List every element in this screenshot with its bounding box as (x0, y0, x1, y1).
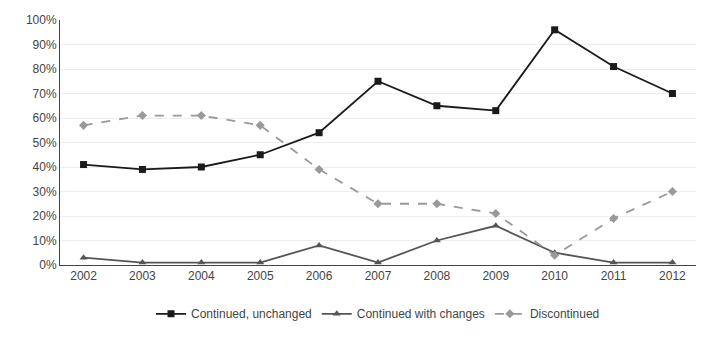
svg-text:90%: 90% (33, 38, 57, 52)
svg-text:2010: 2010 (541, 269, 568, 283)
svg-text:2002: 2002 (70, 269, 97, 283)
svg-text:80%: 80% (33, 62, 57, 76)
svg-text:50%: 50% (33, 136, 57, 150)
svg-text:2003: 2003 (129, 269, 156, 283)
svg-text:40%: 40% (33, 160, 57, 174)
svg-text:70%: 70% (33, 87, 57, 101)
svg-text:2009: 2009 (482, 269, 509, 283)
svg-text:2007: 2007 (365, 269, 392, 283)
svg-text:Continued with changes: Continued with changes (357, 307, 485, 321)
svg-text:2008: 2008 (424, 269, 451, 283)
svg-text:2005: 2005 (247, 269, 274, 283)
svg-text:100%: 100% (26, 13, 57, 27)
svg-text:2006: 2006 (306, 269, 333, 283)
svg-text:2004: 2004 (188, 269, 215, 283)
svg-text:2011: 2011 (601, 269, 627, 283)
svg-text:Continued, unchanged: Continued, unchanged (191, 307, 312, 321)
svg-text:Discontinued: Discontinued (530, 307, 599, 321)
svg-text:30%: 30% (33, 185, 57, 199)
svg-text:0%: 0% (39, 258, 57, 272)
svg-text:60%: 60% (33, 111, 57, 125)
svg-text:20%: 20% (33, 209, 57, 223)
svg-text:2012: 2012 (659, 269, 686, 283)
svg-text:10%: 10% (33, 234, 57, 248)
